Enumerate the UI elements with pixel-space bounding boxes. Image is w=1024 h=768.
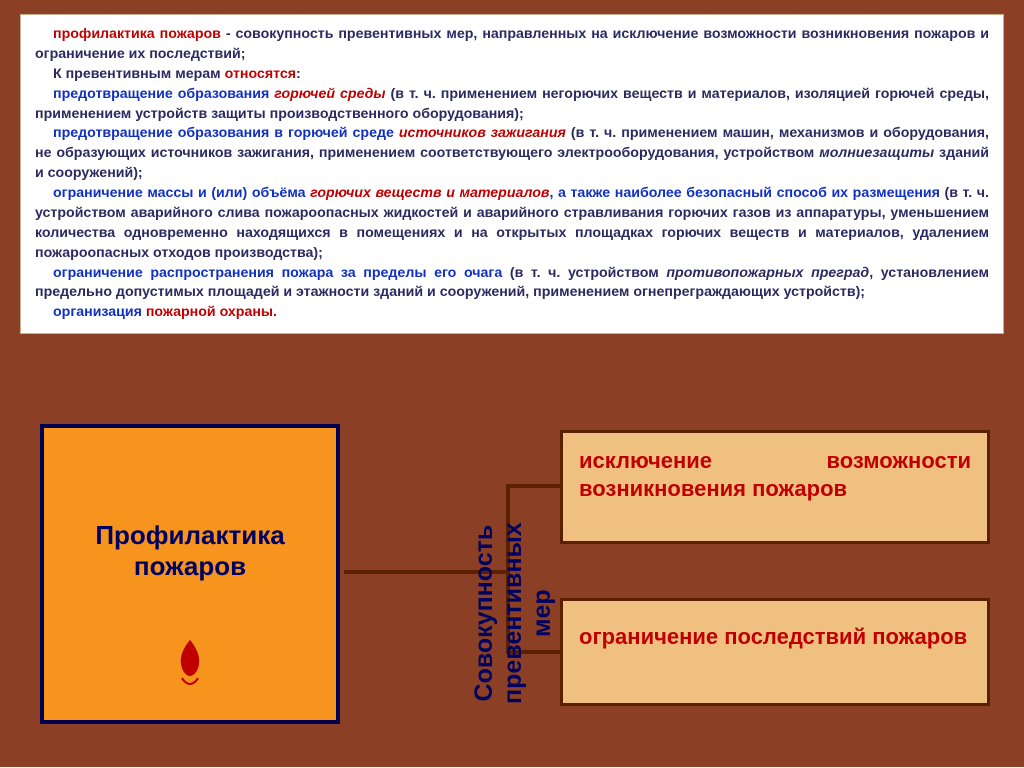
para-item-3: ограничение массы и (или) объёма горючих…: [35, 184, 989, 264]
outcome-box-2: ограничение последствий пожаров: [560, 598, 990, 706]
para-item-5: организация пожарной охраны.: [35, 303, 989, 323]
flame-icon: [170, 638, 210, 686]
main-concept-title: Профилактика пожаров: [44, 520, 336, 582]
term: профилактика пожаров: [53, 26, 221, 42]
para-definition: профилактика пожаров - совокупность прев…: [35, 25, 989, 65]
para-item-2: предотвращение образования в горючей сре…: [35, 124, 989, 184]
outcome-box-1: исключение возможности возникновения пож…: [560, 430, 990, 544]
slide-page: профилактика пожаров - совокупность прев…: [0, 0, 1024, 767]
definition-panel: профилактика пожаров - совокупность прев…: [20, 14, 1004, 334]
diagram-area: Профилактика пожаров Совокупность превен…: [0, 400, 1024, 760]
para-item-1: предотвращение образования горючей среды…: [35, 85, 989, 125]
main-concept-box: Профилактика пожаров: [40, 424, 340, 724]
vertical-label: Совокупность превентивных мер: [470, 458, 556, 768]
para-intro: К превентивным мерам относятся:: [35, 65, 989, 85]
para-item-4: ограничение распространения пожара за пр…: [35, 264, 989, 304]
